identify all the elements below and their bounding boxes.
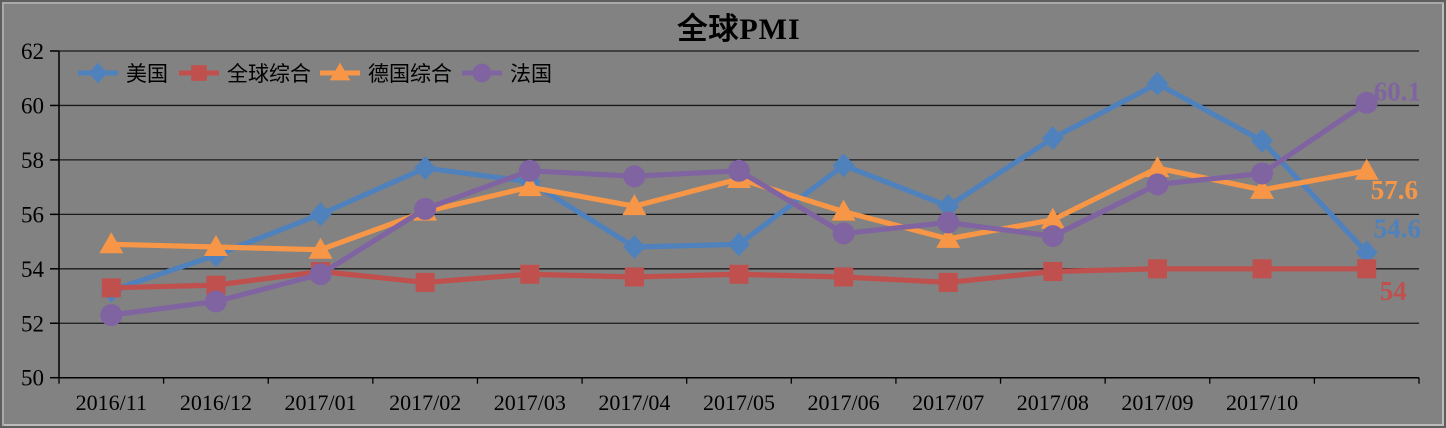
legend-circle-icon-france: [472, 63, 492, 83]
marker-france-9: [1041, 225, 1064, 248]
y-axis-label-56: 56: [21, 202, 44, 227]
marker-germany-2: [308, 237, 333, 259]
y-axis-label-62: 62: [21, 39, 44, 64]
marker-germany-10: [1145, 156, 1170, 178]
marker-germany-8: [936, 226, 961, 248]
x-axis-label-7: 2017/06: [808, 390, 880, 415]
marker-global-3: [415, 272, 435, 292]
marker-france-3: [414, 197, 437, 220]
marker-us-10: [1146, 71, 1169, 96]
marker-global-0: [101, 278, 121, 298]
marker-us-9: [1041, 126, 1064, 151]
x-axis-label-5: 2017/04: [598, 390, 670, 415]
marker-global-4: [520, 264, 540, 284]
x-axis-label-8: 2017/07: [912, 390, 984, 415]
marker-germany-9: [1040, 207, 1065, 229]
marker-global-7: [834, 267, 854, 287]
marker-germany-1: [203, 235, 228, 257]
marker-france-6: [728, 159, 750, 182]
x-axis-label-1: 2016/12: [180, 390, 252, 415]
marker-germany-0: [99, 232, 124, 254]
marker-global-5: [624, 267, 644, 287]
legend-label-france: 法国: [510, 62, 552, 86]
x-axis-label-2: 2017/01: [284, 390, 356, 415]
x-axis-label-10: 2017/09: [1121, 390, 1193, 415]
end-label-us: 54.6: [1374, 213, 1421, 243]
marker-global-12: [1357, 259, 1377, 279]
end-label-france: 60.1: [1374, 77, 1421, 107]
marker-global-9: [1043, 262, 1063, 282]
marker-germany-11: [1250, 177, 1275, 199]
marker-germany-7: [831, 199, 856, 221]
marker-france-2: [309, 263, 332, 286]
marker-france-11: [1251, 162, 1274, 185]
marker-us-3: [414, 156, 437, 181]
marker-france-10: [1146, 173, 1169, 196]
legend-label-us: 美国: [126, 62, 168, 86]
marker-global-8: [938, 272, 958, 292]
x-axis-label-6: 2017/05: [703, 390, 775, 415]
x-axis-label-9: 2017/08: [1017, 390, 1089, 415]
y-axis-label-58: 58: [21, 148, 44, 173]
marker-germany-12: [1354, 158, 1379, 180]
end-label-global: 54: [1380, 276, 1407, 306]
legend-square-icon-global: [191, 65, 207, 81]
x-axis-label-3: 2017/02: [389, 390, 461, 415]
marker-us-7: [832, 153, 855, 178]
marker-france-12: [1355, 91, 1378, 114]
marker-france-4: [518, 159, 541, 182]
marker-us-5: [623, 235, 646, 260]
y-axis-label-52: 52: [21, 311, 44, 336]
marker-germany-5: [622, 194, 647, 216]
marker-us-8: [937, 194, 960, 219]
y-axis-label-50: 50: [21, 366, 44, 391]
legend-triangle-icon-germany: [329, 62, 351, 81]
y-axis-label-54: 54: [21, 257, 45, 282]
marker-global-11: [1252, 259, 1272, 279]
marker-global-10: [1147, 259, 1167, 279]
marker-france-7: [832, 222, 855, 245]
marker-france-8: [937, 211, 960, 234]
marker-global-6: [729, 264, 749, 284]
marker-france-0: [100, 304, 123, 327]
marker-france-1: [204, 290, 227, 313]
y-axis-label-60: 60: [21, 93, 44, 118]
marker-global-1: [206, 275, 226, 295]
marker-france-5: [623, 165, 646, 188]
chart-title: 全球PMI: [677, 13, 801, 46]
x-axis-label-0: 2016/11: [76, 390, 147, 415]
marker-us-6: [728, 232, 750, 257]
marker-us-11: [1251, 128, 1274, 153]
marker-germany-4: [517, 175, 542, 197]
legend-label-global: 全球综合: [227, 62, 311, 86]
marker-us-12: [1355, 240, 1378, 265]
x-axis-label-11: 2017/10: [1226, 390, 1298, 415]
end-label-germany: 57.6: [1371, 175, 1418, 205]
x-axis-label-4: 2017/03: [494, 390, 566, 415]
legend-diamond-icon-us: [88, 62, 108, 84]
marker-us-2: [309, 202, 332, 227]
legend-label-germany: 德国综合: [368, 62, 452, 86]
